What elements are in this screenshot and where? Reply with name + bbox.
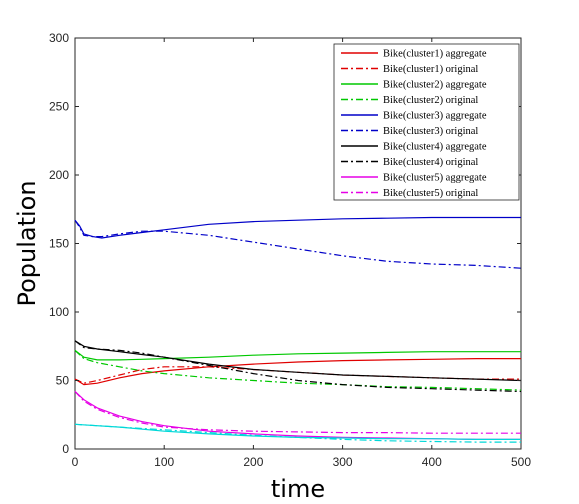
legend-label: Bike(cluster1) original [383,64,478,75]
y-axis-title: Population [13,180,41,306]
y-tick-label: 100 [49,305,69,319]
series-line-8 [74,340,522,393]
series-layer [74,216,522,443]
x-tick-label: 100 [154,455,174,469]
series-line-4 [74,349,522,391]
legend-label: Bike(cluster4) original [383,157,478,168]
y-tick-label: 300 [49,31,69,45]
legend-label: Bike(cluster5) aggregate [383,173,487,184]
x-tick-label: 500 [511,455,531,469]
y-tick-label: 250 [49,100,69,114]
legend-label: Bike(cluster5) original [383,188,478,199]
x-tick-label: 400 [422,455,442,469]
legend-label: Bike(cluster1) aggregate [383,49,487,60]
series-line-5 [74,216,521,239]
legend-label: Bike(cluster3) aggregate [383,111,487,122]
x-tick-label: 300 [333,455,353,469]
legend-entries: Bike(cluster1) aggregate Bike(cluster1) o… [341,49,487,199]
x-tick-label: 0 [72,455,79,469]
legend-box [333,43,520,201]
legend-label: Bike(cluster2) aggregate [383,80,487,91]
x-axis-ticks: 0 100 200 300 400 500 [72,38,531,469]
y-tick-label: 150 [49,237,69,251]
series-line-7 [74,340,522,382]
legend-label: Bike(cluster3) original [383,126,478,137]
x-axis-title: time [271,475,325,503]
y-axis-ticks: 0 50 100 150 200 250 300 [49,31,521,456]
y-tick-label: 50 [56,374,70,388]
series-line-11 [74,423,521,440]
legend: Bike(cluster1) aggregate Bike(cluster1) o… [333,43,520,201]
series-line-3 [74,349,521,361]
series-line-10 [74,391,521,434]
series-line-6 [74,219,522,269]
legend-label: Bike(cluster4) aggregate [383,142,487,153]
x-tick-label: 200 [243,455,263,469]
legend-label: Bike(cluster2) original [383,95,478,106]
y-tick-label: 200 [49,168,69,182]
y-tick-label: 0 [62,442,69,456]
series-line-1 [74,358,521,386]
